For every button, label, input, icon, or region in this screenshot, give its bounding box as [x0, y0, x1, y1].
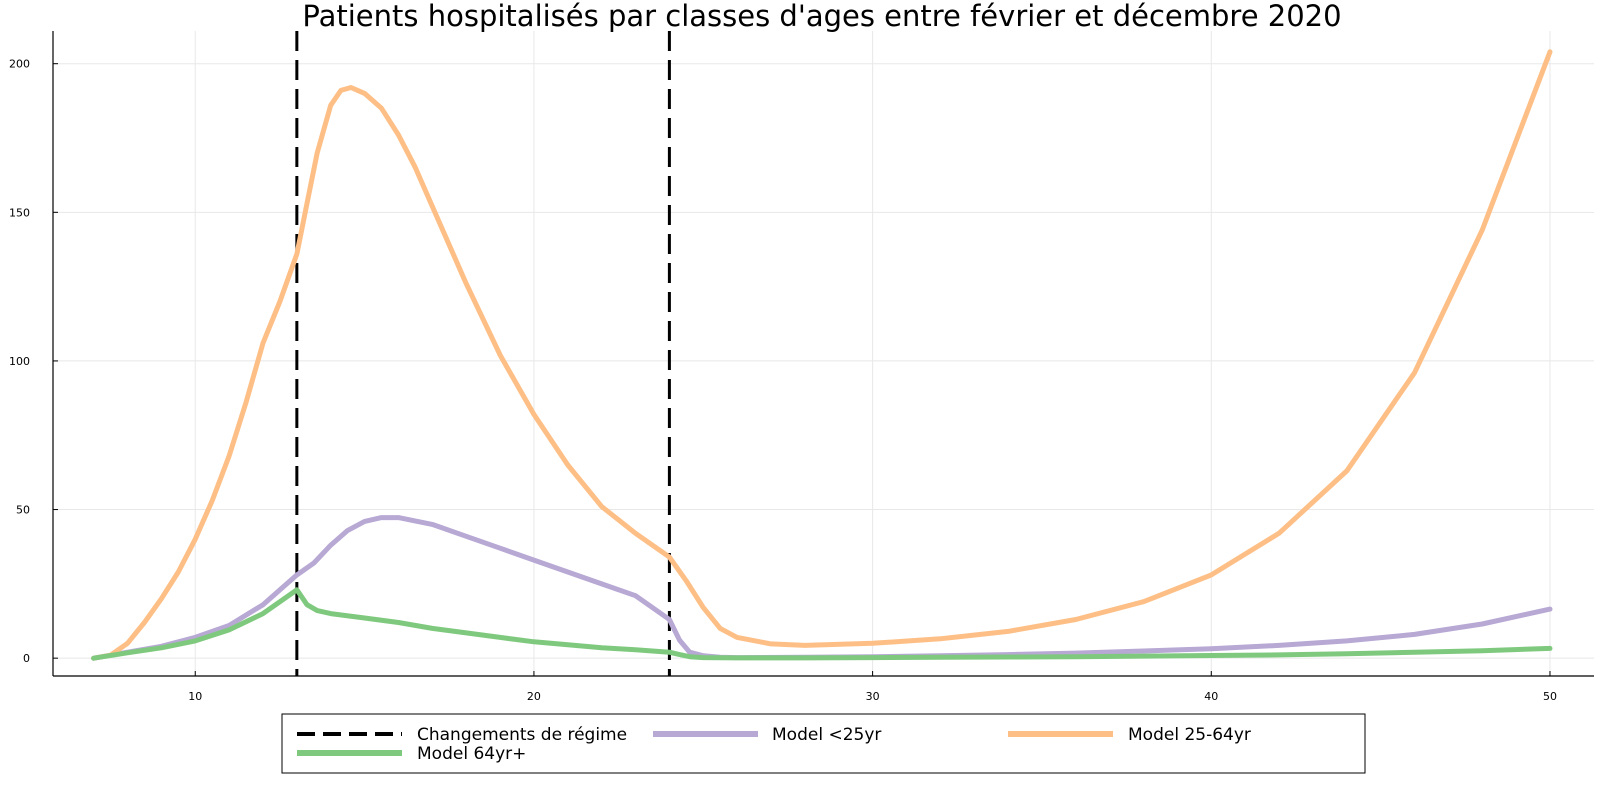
grid: [53, 31, 1594, 676]
y-tick-label: 50: [16, 504, 30, 517]
y-tick-label: 0: [23, 652, 30, 665]
axes: [52, 31, 1594, 677]
y-tick-labels: 0 50 100 150 200: [9, 58, 58, 665]
y-tick-label: 150: [9, 206, 30, 219]
legend-label-series-1: Model 25-64yr: [1128, 725, 1251, 745]
x-tick-labels: 10 20 30 40 50: [188, 671, 1557, 703]
series-line-1: [91, 49, 1553, 661]
regime-change-lines: [295, 31, 671, 676]
x-tick-label: 20: [527, 690, 541, 703]
x-tick-label: 10: [188, 690, 202, 703]
legend-label-series-0: Model <25yr: [772, 725, 881, 745]
series-line-2: [91, 587, 1553, 661]
legend: Changements de régime Model <25yr Model …: [281, 713, 1366, 774]
x-tick-label: 50: [1543, 690, 1557, 703]
y-tick-label: 100: [9, 355, 30, 368]
series-line-0: [91, 515, 1553, 661]
series-lines: [91, 49, 1553, 661]
x-tick-label: 40: [1204, 690, 1218, 703]
legend-label-vlines: Changements de régime: [417, 725, 627, 745]
chart-title: Patients hospitalisés par classes d'ages…: [302, 0, 1341, 33]
y-tick-label: 200: [9, 58, 30, 71]
legend-box: [281, 713, 1366, 774]
x-tick-label: 30: [866, 690, 880, 703]
legend-label-series-2: Model 64yr+: [417, 744, 526, 764]
